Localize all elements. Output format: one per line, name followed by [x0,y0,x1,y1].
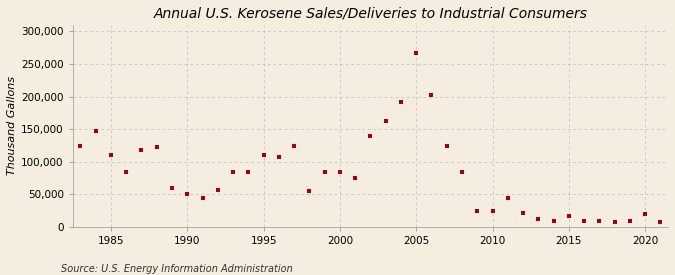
Point [594,218,605,223]
Point [304,189,315,193]
Point [578,218,589,223]
Point [90,128,101,133]
Point [518,210,529,215]
Point [380,119,391,123]
Point [167,186,178,190]
Title: Annual U.S. Kerosene Sales/Deliveries to Industrial Consumers: Annual U.S. Kerosene Sales/Deliveries to… [153,7,587,21]
Point [365,134,376,138]
Point [182,192,192,197]
Point [350,176,360,180]
Point [213,188,223,192]
Y-axis label: Thousand Gallons: Thousand Gallons [7,76,17,175]
Point [640,212,651,216]
Point [243,169,254,174]
Point [396,100,406,104]
Point [655,220,666,224]
Point [472,208,483,213]
Point [335,169,346,174]
Point [136,148,147,152]
Point [610,220,620,224]
Point [227,169,238,174]
Point [426,92,437,97]
Point [411,51,422,55]
Point [75,143,86,148]
Point [456,169,467,174]
Point [564,214,574,218]
Point [121,169,132,174]
Point [624,218,635,223]
Text: Source: U.S. Energy Information Administration: Source: U.S. Energy Information Administ… [61,264,292,274]
Point [151,145,162,149]
Point [105,153,116,158]
Point [548,218,559,223]
Point [441,143,452,148]
Point [258,153,269,158]
Point [533,217,543,221]
Point [487,208,498,213]
Point [319,169,330,174]
Point [273,154,284,159]
Point [289,143,300,148]
Point [197,196,208,200]
Point [502,196,513,200]
